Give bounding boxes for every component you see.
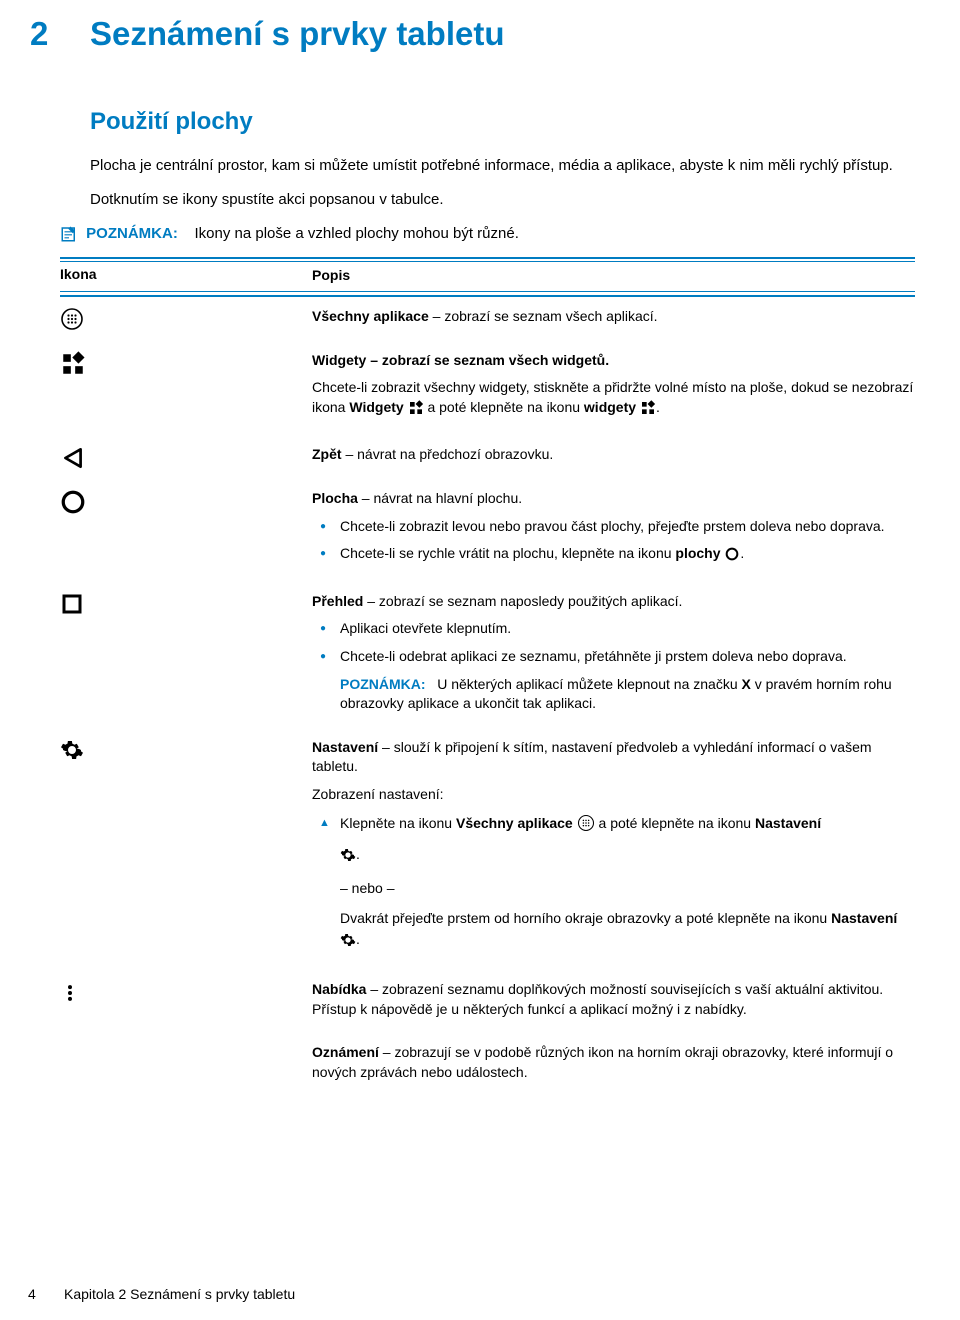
desc-menu: Nabídka – zobrazení seznamu doplňkových … xyxy=(312,980,915,1027)
chapter-number: 2 xyxy=(30,15,90,53)
widgets-icon xyxy=(60,351,312,430)
note-label: POZNÁMKA: xyxy=(86,225,178,242)
recent-bullet-1: Aplikaci otevřete klepnutím. xyxy=(312,619,915,639)
settings-title: Nastavení – slouží k připojení k sítím, … xyxy=(312,739,872,775)
col-header-icon: Ikona xyxy=(60,266,312,286)
recent-square-icon xyxy=(60,592,312,722)
recent-title: Přehled – zobrazí se seznam naposledy po… xyxy=(312,593,682,609)
recent-note: POZNÁMKA: U některých aplikací můžete kl… xyxy=(340,675,915,714)
row-menu: Nabídka – zobrazení seznamu doplňkových … xyxy=(60,970,915,1033)
table: Ikona Popis Všechny aplikace – zobrazí s… xyxy=(60,257,915,1097)
row-notif: Oznámení – zobrazují se v podobě různých… xyxy=(60,1033,915,1096)
notif-icon xyxy=(60,1043,312,1090)
settings-steps: Klepněte na ikonu Všechny aplikace a pot… xyxy=(312,813,915,869)
gear-icon-inline-1 xyxy=(340,847,356,869)
chapter-title: 2Seznámení s prvky tabletu xyxy=(30,15,900,53)
intro-paragraph-2: Dotknutím se ikony spustíte akci popsano… xyxy=(90,190,900,210)
section-title: Použití plochy xyxy=(90,108,900,136)
gear-icon-inline-2 xyxy=(340,932,356,954)
page: 2Seznámení s prvky tabletu Použití ploch… xyxy=(0,0,960,1320)
apps-circle-icon xyxy=(60,307,312,335)
page-number: 4 xyxy=(28,1286,64,1302)
home-icon-inline xyxy=(724,546,740,568)
widgets-instruction: Chcete-li zobrazit všechny widgety, stis… xyxy=(312,378,915,421)
gear-icon xyxy=(60,738,312,964)
footer: 4Kapitola 2 Seznámení s prvky tabletu xyxy=(28,1286,295,1302)
row-home: Plocha – návrat na hlavní plochu. Chcete… xyxy=(60,479,915,582)
row-all-apps: Všechny aplikace – zobrazí se seznam vše… xyxy=(60,297,915,341)
note-text: Ikony na ploše a vzhled plochy mohou být… xyxy=(182,225,519,242)
desc-widgets: Widgety – zobrazí se seznam všech widget… xyxy=(312,351,915,430)
recent-bullet-2: Chcete-li odebrat aplikaci ze seznamu, p… xyxy=(312,647,915,667)
desc-back: Zpět – návrat na předchozí obrazovku. xyxy=(312,445,915,473)
apps-icon-inline xyxy=(577,814,595,838)
home-bullet-2: Chcete-li se rychle vrátit na plochu, kl… xyxy=(312,544,915,568)
row-recent: Přehled – zobrazí se seznam naposledy po… xyxy=(60,582,915,728)
settings-alt: Dvakrát přejeďte prstem od horního okraj… xyxy=(340,908,915,954)
home-bullets: Chcete-li zobrazit levou nebo pravou čás… xyxy=(312,517,915,568)
desc-settings: Nastavení – slouží k připojení k sítím, … xyxy=(312,738,915,964)
row-settings: Nastavení – slouží k připojení k sítím, … xyxy=(60,728,915,970)
table-rule-mid xyxy=(60,291,915,292)
col-header-desc: Popis xyxy=(312,266,915,286)
chapter-text: Seznámení s prvky tabletu xyxy=(90,15,504,52)
back-triangle-icon xyxy=(60,445,312,473)
footer-chapter: Kapitola 2 Seznámení s prvky tabletu xyxy=(64,1286,295,1302)
back-text: Zpět – návrat na předchozí obrazovku. xyxy=(312,446,553,462)
settings-or: – nebo – xyxy=(340,879,915,899)
table-header: Ikona Popis xyxy=(60,262,915,290)
intro-paragraph-1: Plocha je centrální prostor, kam si může… xyxy=(90,156,900,176)
page-note: POZNÁMKA: Ikony na ploše a vzhled plochy… xyxy=(60,225,900,243)
desc-all-apps: Všechny aplikace – zobrazí se seznam vše… xyxy=(312,307,915,335)
widgets-icon-inline-2 xyxy=(640,400,656,422)
desc-recent: Přehled – zobrazí se seznam naposledy po… xyxy=(312,592,915,722)
desc-notif: Oznámení – zobrazují se v podobě různých… xyxy=(312,1043,915,1090)
recent-bullets: Aplikaci otevřete klepnutím. Chcete-li o… xyxy=(312,619,915,666)
desc-home: Plocha – návrat na hlavní plochu. Chcete… xyxy=(312,489,915,576)
widgets-icon-inline-1 xyxy=(408,400,424,422)
home-title: Plocha – návrat na hlavní plochu. xyxy=(312,490,522,506)
home-bullet-1: Chcete-li zobrazit levou nebo pravou čás… xyxy=(312,517,915,537)
home-circle-icon xyxy=(60,489,312,576)
note-icon xyxy=(60,225,82,243)
settings-step-1: Klepněte na ikonu Všechny aplikace a pot… xyxy=(312,813,915,869)
menu-vert-icon xyxy=(60,980,312,1027)
widgets-title: Widgety – zobrazí se seznam všech widget… xyxy=(312,352,609,368)
row-back: Zpět – návrat na předchozí obrazovku. xyxy=(60,435,915,479)
row-widgets: Widgety – zobrazí se seznam všech widget… xyxy=(60,341,915,436)
settings-sub: Zobrazení nastavení: xyxy=(312,785,915,805)
table-rule-top xyxy=(60,257,915,259)
